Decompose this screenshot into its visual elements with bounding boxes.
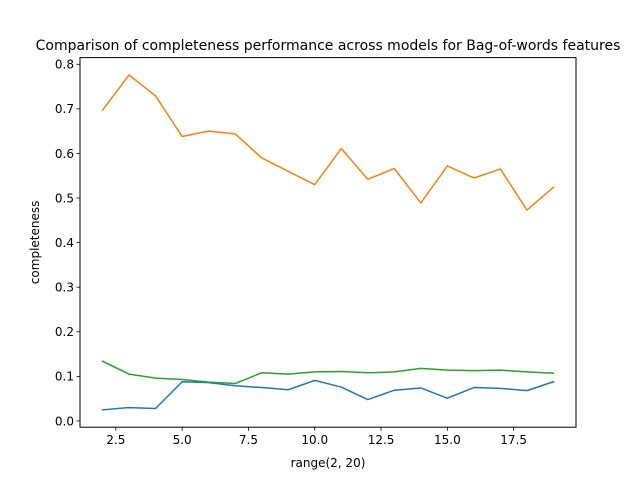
y-tick-label: 0.6 [55, 147, 74, 161]
y-tick-label: 0.3 [55, 281, 74, 295]
series-line-3 [101, 360, 555, 385]
y-tick-label: 0.5 [55, 191, 74, 205]
x-tick-label: 17.5 [500, 433, 527, 447]
x-tick-label: 5.0 [173, 433, 192, 447]
y-tick-label: 0.8 [55, 58, 74, 72]
ticks-layer: 2.5 5.0 7.5 10.0 12.5 15.0 17.5 0.0 0.1 0.2 0.3 0.4… [55, 58, 527, 448]
series-layer [101, 74, 555, 411]
x-tick-label: 12.5 [368, 433, 395, 447]
x-tick-label: 7.5 [239, 433, 258, 447]
series-line-1 [101, 379, 555, 411]
x-axis-label: range(2, 20) [291, 456, 366, 470]
y-axis-label: completeness [28, 201, 42, 285]
y-tick-label: 0.1 [55, 370, 74, 384]
x-tick-label: 15.0 [434, 433, 461, 447]
y-tick-label: 0.7 [55, 102, 74, 116]
chart-title: Comparison of completeness performance a… [36, 38, 621, 54]
y-tick-label: 0.2 [55, 325, 74, 339]
y-tick-label: 0.4 [55, 236, 74, 250]
series-line-2 [101, 74, 555, 211]
x-tick-label: 10.0 [301, 433, 328, 447]
y-tick-label: 0.0 [55, 414, 74, 428]
x-tick-label: 2.5 [106, 433, 125, 447]
